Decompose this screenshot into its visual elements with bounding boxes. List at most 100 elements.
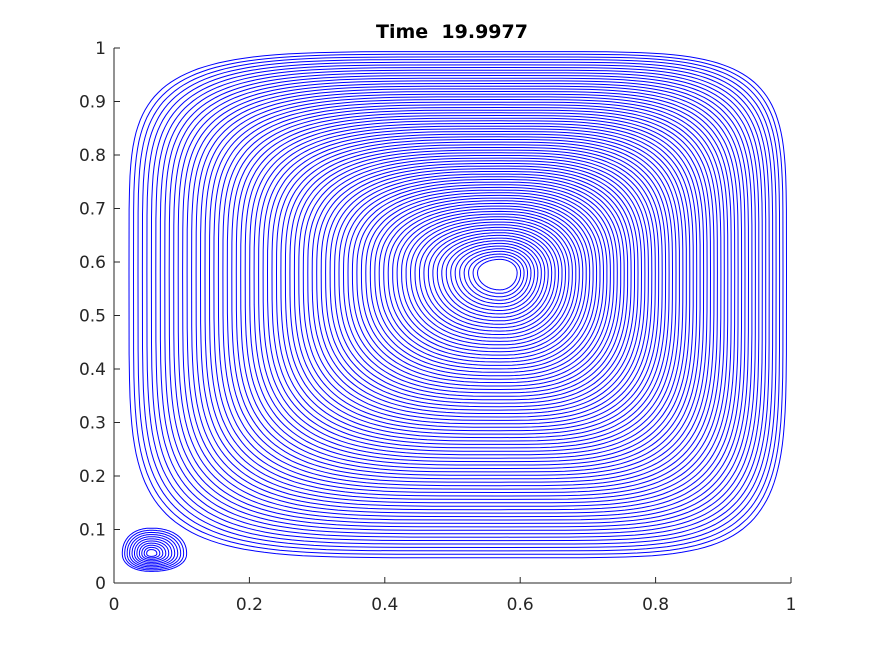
streamlines xyxy=(121,51,788,572)
primary-vortex-streamline xyxy=(445,240,542,315)
corner-vortex-streamline xyxy=(138,542,167,562)
primary-vortex-streamline xyxy=(396,210,580,353)
primary-vortex-streamline xyxy=(146,61,774,545)
primary-vortex-streamline xyxy=(450,242,539,311)
primary-vortex-streamline xyxy=(387,205,587,360)
primary-vortex-streamline xyxy=(334,173,629,401)
primary-vortex-streamline xyxy=(213,101,722,494)
primary-vortex-streamline xyxy=(392,208,584,356)
primary-vortex-streamline xyxy=(463,250,528,301)
primary-vortex-streamline xyxy=(186,85,743,514)
primary-vortex-streamline xyxy=(240,117,701,473)
primary-vortex-streamline xyxy=(182,82,746,518)
y-tick-label: 0.8 xyxy=(79,146,106,166)
corner-vortex-streamline xyxy=(129,534,179,568)
corner-vortex-streamline xyxy=(141,544,164,560)
primary-vortex-streamline xyxy=(374,197,598,370)
primary-vortex-streamline xyxy=(454,245,535,308)
primary-vortex-streamline xyxy=(280,141,670,442)
primary-vortex-streamline xyxy=(266,133,680,452)
primary-vortex-streamline xyxy=(320,165,639,411)
primary-vortex-streamline xyxy=(307,157,649,421)
corner-vortex-streamline xyxy=(121,527,188,572)
primary-vortex-streamline xyxy=(249,122,694,466)
primary-vortex-streamline xyxy=(289,147,663,435)
primary-vortex-streamline xyxy=(311,160,646,418)
primary-vortex-streamline xyxy=(258,128,687,459)
primary-vortex-streamline xyxy=(150,64,770,542)
primary-vortex-streamline xyxy=(356,186,611,384)
primary-vortex-streamline xyxy=(436,234,549,322)
primary-vortex-streamline xyxy=(155,66,767,538)
primary-vortex-streamline xyxy=(423,226,560,332)
primary-vortex-streamline xyxy=(244,120,698,470)
primary-vortex-streamline xyxy=(476,258,518,291)
primary-vortex-streamline xyxy=(159,69,763,535)
primary-vortex-streamline xyxy=(419,224,563,335)
corner-vortex-streamline xyxy=(126,531,182,569)
corner-vortex-streamline xyxy=(136,540,170,563)
primary-vortex-streamline xyxy=(347,181,618,391)
primary-vortex-streamline xyxy=(168,74,756,528)
primary-vortex-streamline xyxy=(298,152,656,428)
corner-vortex-streamline xyxy=(124,529,185,571)
primary-vortex-streamline xyxy=(360,189,608,380)
primary-vortex-streamline xyxy=(369,194,601,373)
primary-vortex-streamline xyxy=(164,72,760,531)
primary-vortex-streamline xyxy=(177,80,750,521)
x-tick-label: 1 xyxy=(786,595,797,615)
primary-vortex-streamline xyxy=(401,213,577,349)
primary-vortex-streamline xyxy=(208,98,725,497)
x-tick-label: 0.8 xyxy=(642,595,669,615)
x-tick-label: 0.6 xyxy=(507,595,534,615)
primary-vortex-streamline xyxy=(217,104,718,490)
corner-vortex-streamline xyxy=(131,536,176,566)
primary-vortex-streamline xyxy=(316,163,643,414)
primary-vortex-streamline xyxy=(409,218,570,342)
primary-vortex-streamline xyxy=(132,53,784,555)
y-tick-label: 0.3 xyxy=(79,414,106,434)
chart-title: Time 19.9977 xyxy=(376,21,528,43)
primary-vortex-streamline xyxy=(191,88,739,511)
primary-vortex-streamline xyxy=(414,221,567,339)
primary-vortex-streamline xyxy=(459,248,532,305)
y-tick-label: 0.4 xyxy=(79,360,106,380)
primary-vortex-streamline xyxy=(378,200,594,366)
primary-vortex-streamline xyxy=(342,178,622,394)
primary-vortex-streamline xyxy=(128,51,788,559)
primary-vortex-streamline xyxy=(405,216,573,346)
y-ticks: 0 0.1 0.2 0.3 0.4 0.5 0.6 0.7 0.8 0.9 1 xyxy=(79,39,120,594)
primary-vortex-streamline xyxy=(338,176,625,397)
primary-vortex-streamline xyxy=(271,136,677,449)
primary-vortex-streamline xyxy=(432,232,553,325)
primary-vortex-streamline xyxy=(468,253,525,298)
primary-vortex-streamline xyxy=(293,149,660,432)
primary-vortex-streamline xyxy=(325,168,635,408)
primary-vortex-streamline xyxy=(199,93,732,504)
y-tick-label: 0.2 xyxy=(79,467,106,487)
x-tick-label: 0.4 xyxy=(371,595,398,615)
primary-vortex-streamline xyxy=(173,77,753,524)
primary-vortex-streamline xyxy=(235,114,705,476)
primary-vortex-streamline xyxy=(253,125,691,463)
primary-vortex-streamline xyxy=(262,130,684,456)
primary-vortex-streamline xyxy=(302,155,653,425)
primary-vortex-streamline xyxy=(141,59,777,549)
primary-vortex-streamline xyxy=(275,139,674,445)
primary-vortex-streamline xyxy=(231,112,708,480)
y-tick-label: 0.5 xyxy=(79,307,106,327)
y-tick-label: 1 xyxy=(95,39,106,59)
y-tick-label: 0 xyxy=(95,574,106,594)
y-tick-label: 0.1 xyxy=(79,521,106,541)
primary-vortex-streamline xyxy=(137,56,781,552)
primary-vortex-streamline xyxy=(441,237,546,318)
y-tick-label: 0.9 xyxy=(79,93,106,113)
corner-vortex-streamline xyxy=(146,549,158,557)
primary-vortex-streamline xyxy=(329,171,632,404)
primary-vortex-streamline xyxy=(226,109,712,483)
x-tick-label: 0.2 xyxy=(236,595,263,615)
primary-vortex-streamline xyxy=(351,184,615,387)
primary-vortex-streamline xyxy=(427,229,556,329)
primary-vortex-streamline xyxy=(222,106,715,487)
